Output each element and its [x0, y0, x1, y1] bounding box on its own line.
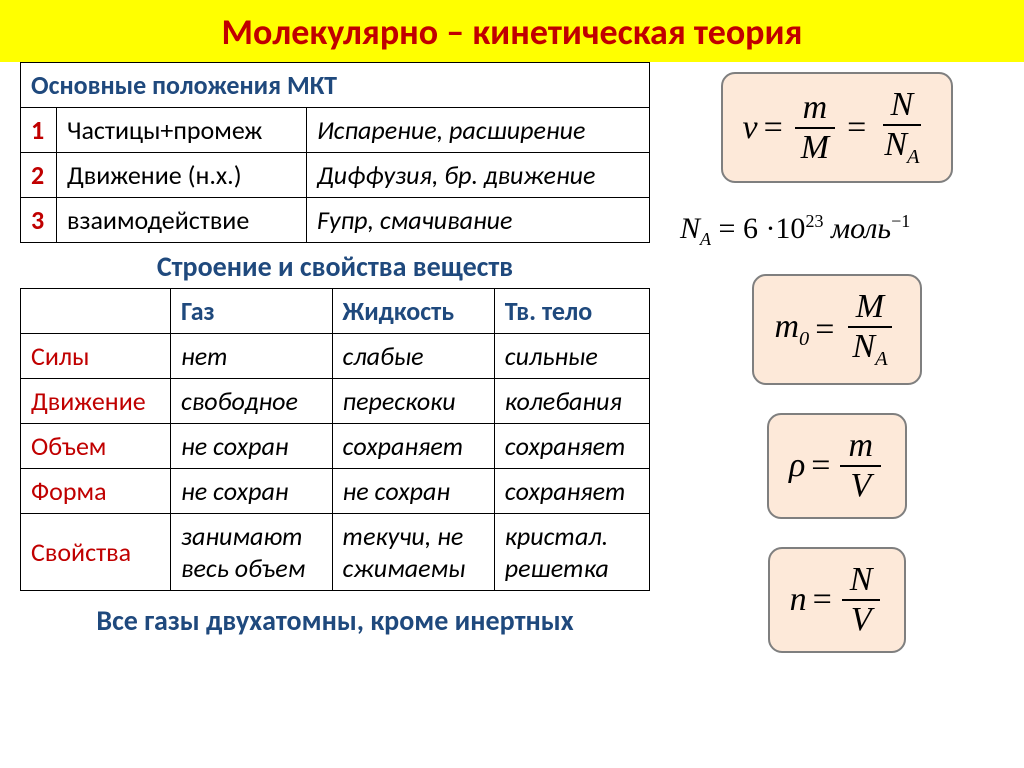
denominator: M — [793, 129, 837, 165]
fraction: m V — [840, 429, 881, 503]
formula-m0: m0 = M NA — [752, 274, 921, 385]
cell: не сохран — [171, 469, 333, 514]
na-unit-exp: −1 — [891, 211, 910, 231]
mkt-table: Основные положения МКТ 1 Частицы+промеж … — [20, 62, 650, 243]
numerator: M — [848, 290, 892, 328]
numerator: m — [840, 429, 881, 467]
row-name: Движение (н.х.) — [57, 153, 307, 198]
na-exp: 23 — [805, 211, 823, 231]
structure-row: Форма не сохран не сохран сохраняет — [21, 469, 650, 514]
cell: сохраняет — [494, 469, 649, 514]
formula-n: n = N V — [768, 547, 907, 653]
col-header: Жидкость — [332, 289, 494, 334]
cell: свободное — [171, 379, 333, 424]
row-number: 3 — [21, 198, 57, 243]
cell: сильные — [494, 334, 649, 379]
na-value: 6 ·10 — [743, 212, 806, 245]
row-label: Объем — [21, 424, 171, 469]
structure-row: Силы нет слабые сильные — [21, 334, 650, 379]
page-title: Молекулярно – кинетическая теория — [222, 10, 803, 54]
numerator: N — [842, 563, 881, 601]
structure-row: Движение свободное перескоки колебания — [21, 379, 650, 424]
fraction: M NA — [844, 290, 895, 369]
na-unit: моль — [831, 212, 891, 245]
row-number: 1 — [21, 108, 57, 153]
mkt-header: Основные положения МКТ — [21, 63, 650, 108]
denominator: V — [842, 467, 879, 503]
equals-icon: = — [815, 311, 834, 349]
equals-icon: = — [813, 581, 832, 619]
row-example: Диффузия, бр. движение — [307, 153, 650, 198]
cell: сохраняет — [332, 424, 494, 469]
row-name: взаимодействие — [57, 198, 307, 243]
col-header — [21, 289, 171, 334]
col-header: Газ — [171, 289, 333, 334]
cell: перескоки — [332, 379, 494, 424]
equals-icon: = — [719, 212, 743, 245]
formula-rho: ρ = m V — [767, 413, 907, 519]
na-sub: A — [700, 229, 711, 249]
left-column: Основные положения МКТ 1 Частицы+промеж … — [20, 62, 660, 681]
row-number: 2 — [21, 153, 57, 198]
cell: колебания — [494, 379, 649, 424]
cell: не сохран — [171, 424, 333, 469]
row-name: Частицы+промеж — [57, 108, 307, 153]
avogadro-constant: NA = 6 ·1023 моль−1 — [670, 211, 1004, 250]
denominator: NA — [876, 126, 927, 167]
equals-icon: = — [811, 447, 830, 485]
n-lhs: n — [790, 581, 807, 619]
row-example: Испарение, расширение — [307, 108, 650, 153]
denominator: NA — [844, 328, 895, 369]
cell: кристал. решетка — [494, 514, 649, 591]
row-label: Движение — [21, 379, 171, 424]
formula-nu: ν = m M = N NA — [721, 72, 954, 183]
structure-row: Объем не сохран сохраняет сохраняет — [21, 424, 650, 469]
fraction: N V — [842, 563, 881, 637]
fraction: N NA — [876, 88, 927, 167]
numerator: N — [883, 88, 922, 126]
na-symbol: N — [680, 212, 700, 245]
fraction: m M — [793, 91, 837, 165]
numerator: m — [795, 91, 836, 129]
nu-lhs: ν — [743, 109, 758, 147]
mkt-row: 3 взаимодействие Fупр, смачивание — [21, 198, 650, 243]
cell: сохраняет — [494, 424, 649, 469]
cell: нет — [171, 334, 333, 379]
structure-header-row: Газ Жидкость Тв. тело — [21, 289, 650, 334]
right-column: ν = m M = N NA NA = 6 ·1023 моль−1 m0 = … — [660, 62, 1004, 681]
structure-header: Строение и свойства веществ — [20, 249, 650, 284]
equals-icon: = — [847, 109, 866, 147]
m0-lhs: m0 — [774, 308, 809, 351]
footnote: Все газы двухатомны, кроме инертных — [20, 603, 650, 638]
structure-table: Газ Жидкость Тв. тело Силы нет слабые си… — [20, 288, 650, 591]
mkt-row: 2 Движение (н.х.) Диффузия, бр. движение — [21, 153, 650, 198]
row-label: Форма — [21, 469, 171, 514]
title-bar: Молекулярно – кинетическая теория — [0, 0, 1024, 62]
mkt-row: 1 Частицы+промеж Испарение, расширение — [21, 108, 650, 153]
denominator: V — [843, 601, 880, 637]
cell: занимают весь объем — [171, 514, 333, 591]
row-label: Свойства — [21, 514, 171, 591]
cell: слабые — [332, 334, 494, 379]
equals-icon: = — [764, 109, 783, 147]
row-label: Силы — [21, 334, 171, 379]
content-area: Основные положения МКТ 1 Частицы+промеж … — [0, 62, 1024, 681]
col-header: Тв. тело — [494, 289, 649, 334]
row-example: Fупр, смачивание — [307, 198, 650, 243]
rho-lhs: ρ — [789, 447, 805, 485]
cell: не сохран — [332, 469, 494, 514]
cell: текучи, не сжимаемы — [332, 514, 494, 591]
structure-row: Свойства занимают весь объем текучи, не … — [21, 514, 650, 591]
